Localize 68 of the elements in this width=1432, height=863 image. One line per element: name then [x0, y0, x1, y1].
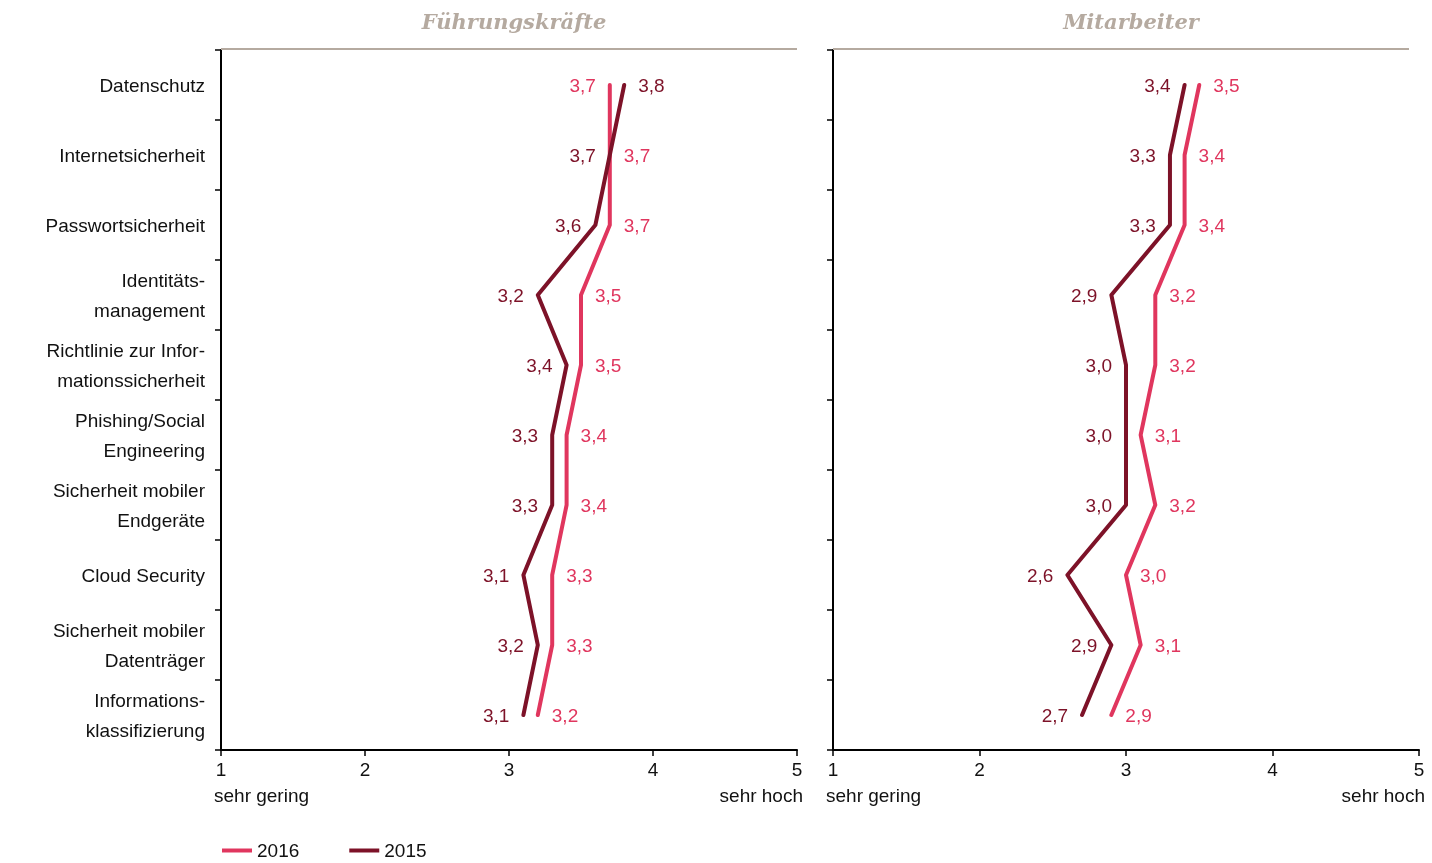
y-tick-label: Internetsicherheit — [59, 144, 206, 166]
data-label: 3,7 — [569, 144, 596, 166]
y-tick-label: Cloud Security — [81, 564, 206, 586]
data-label: 3,2 — [497, 634, 524, 656]
legend-label: 2015 — [384, 840, 427, 861]
text: sehr gering — [826, 785, 922, 806]
data-label: 3,0 — [1085, 424, 1112, 446]
x-tick-label: 1 — [215, 759, 227, 780]
data-label: 3,3 — [511, 494, 539, 516]
data-label: 3,1 — [1154, 634, 1182, 656]
text: sehr gering — [214, 785, 310, 806]
data-label: 3,4 — [580, 424, 608, 446]
y-tick-label: Richtlinie zur Infor- mationssicherheit — [46, 339, 206, 391]
x-tick-label: 4 — [647, 759, 659, 780]
data-label: 3,3 — [1129, 144, 1156, 166]
chart-title: Führungskräfte — [420, 9, 607, 34]
x-tick-label: 3 — [1120, 759, 1132, 780]
y-tick-label: Identitäts- management — [94, 269, 206, 321]
data-label: 3,1 — [482, 704, 510, 726]
data-label: 3,3 — [511, 424, 539, 446]
x-tick-label: 2 — [974, 759, 985, 780]
data-label: 3,1 — [482, 564, 510, 586]
data-label: 3,8 — [638, 74, 665, 96]
data-label: 3,7 — [623, 144, 651, 166]
data-label: 3,3 — [1129, 214, 1156, 236]
data-label: 3,5 — [1213, 74, 1240, 96]
data-label: 2,6 — [1026, 564, 1054, 586]
y-tick-label: Sicherheit mobiler Endgeräte — [52, 479, 206, 531]
legend-label: 2016 — [257, 840, 300, 861]
data-label: 3,2 — [1169, 354, 1196, 376]
data-label: 3,0 — [1085, 354, 1112, 376]
data-label: 3,4 — [526, 354, 554, 376]
data-label: 2,9 — [1070, 284, 1098, 306]
data-label: 2,9 — [1070, 634, 1098, 656]
data-label: 3,4 — [1198, 144, 1226, 166]
data-label: 2,7 — [1041, 704, 1069, 726]
chart-title: Mitarbeiter — [1062, 9, 1201, 34]
data-label: 3,6 — [554, 214, 582, 236]
data-label: 3,5 — [595, 354, 622, 376]
y-tick-label: Datenschutz — [99, 74, 205, 96]
text: sehr hoch — [1341, 785, 1426, 806]
data-label: 3,2 — [1169, 284, 1196, 306]
data-label: 3,5 — [595, 284, 622, 306]
data-label: 3,4 — [1144, 74, 1172, 96]
x-tick-label: 1 — [827, 759, 839, 780]
data-label: 3,7 — [623, 214, 651, 236]
data-label: 3,3 — [566, 634, 593, 656]
data-label: 3,3 — [566, 564, 593, 586]
data-label: 3,0 — [1140, 564, 1167, 586]
x-tick-label: 2 — [359, 759, 371, 780]
data-label: 3,2 — [497, 284, 524, 306]
x-tick-label: 5 — [1413, 759, 1425, 780]
data-label: 3,7 — [569, 74, 596, 96]
data-label: 3,4 — [580, 494, 608, 516]
x-tick-label: 5 — [791, 759, 803, 780]
y-tick-label: Informations- klassifizierung — [85, 689, 205, 741]
data-label: 3,0 — [1085, 494, 1112, 516]
y-tick-label: Phishing/Social Engineering — [75, 409, 205, 461]
x-tick-label: 3 — [503, 759, 515, 780]
data-label: 3,4 — [1198, 214, 1226, 236]
data-label: 2,9 — [1125, 704, 1152, 726]
x-tick-label: 4 — [1267, 759, 1279, 780]
y-tick-label: Passwortsicherheit — [45, 214, 206, 236]
data-label: 3,2 — [551, 704, 579, 726]
text: sehr hoch — [719, 785, 804, 806]
y-tick-label: Sicherheit mobiler Datenträger — [52, 619, 206, 671]
data-label: 3,2 — [1169, 494, 1196, 516]
data-label: 3,1 — [1154, 424, 1182, 446]
